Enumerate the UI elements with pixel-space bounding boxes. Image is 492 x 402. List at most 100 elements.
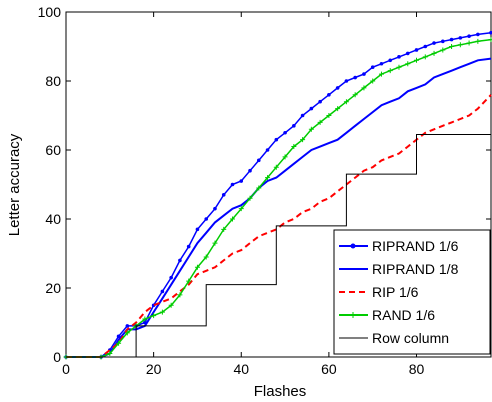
data-point: [169, 275, 173, 280]
x-tick-label: 0: [62, 361, 70, 377]
data-point: [151, 313, 157, 319]
data-point: [317, 119, 323, 125]
data-point: [344, 79, 349, 83]
plot-frame: [65, 11, 492, 358]
y-axis-label: Letter accuracy: [6, 133, 23, 236]
data-point: [291, 144, 297, 150]
data-point: [441, 39, 445, 44]
data-point: [283, 130, 287, 135]
data-point: [423, 44, 428, 49]
data-point: [265, 148, 270, 152]
series-line: [66, 38, 492, 358]
x-axis-label: Flashes: [254, 383, 307, 400]
data-point: [256, 158, 261, 163]
data-point: [370, 78, 376, 84]
x-tick-label: 20: [146, 361, 162, 377]
data-point: [116, 340, 122, 346]
data-point: [300, 137, 306, 143]
y-tick-label: 40: [45, 211, 61, 227]
series-line: [66, 94, 492, 358]
legend-marker: [350, 312, 356, 318]
data-point: [124, 330, 130, 336]
data-point: [353, 75, 357, 80]
data-point: [204, 217, 209, 221]
x-tick-label: 80: [409, 361, 425, 377]
data-point: [125, 324, 130, 328]
data-point: [238, 206, 244, 212]
data-point: [388, 58, 393, 63]
data-point: [274, 137, 279, 142]
legend-label: RAND 1/6: [372, 307, 435, 323]
data-point: [178, 258, 182, 263]
axes: 0 20 40 60 80 0 20 40 60 80 100: [38, 4, 492, 377]
y-tick-label: 20: [45, 280, 61, 296]
data-point: [335, 106, 341, 112]
data-point: [194, 264, 200, 270]
data-point: [488, 37, 492, 43]
data-point: [422, 54, 428, 60]
data-point: [466, 40, 472, 46]
legend-item-riprand-1-6: RIPRAND 1/6: [339, 238, 459, 254]
data-point: [405, 61, 411, 67]
data-point: [142, 316, 148, 322]
data-point: [247, 195, 253, 201]
data-point: [489, 30, 492, 35]
legend-item-rand-1-6: RAND 1/6: [339, 307, 435, 323]
data-point: [318, 99, 322, 104]
data-point: [362, 72, 366, 76]
data-point: [326, 113, 332, 118]
series-line: [66, 134, 491, 358]
data-point: [370, 65, 375, 69]
legend-item-row-column: Row column: [339, 330, 449, 346]
data-point: [159, 309, 165, 315]
legend-marker: [350, 243, 356, 249]
data-point: [335, 86, 340, 90]
data-point: [256, 185, 262, 191]
data-point: [432, 41, 436, 45]
data-point: [397, 55, 401, 59]
series-row-column: [66, 134, 491, 358]
data-point: [378, 71, 384, 77]
series-group: [63, 30, 492, 360]
y-tick-label: 80: [45, 73, 61, 89]
data-point: [248, 168, 252, 173]
data-point: [387, 68, 393, 74]
series-riprand-1-6: [64, 30, 492, 359]
series-rand-1-6: [63, 37, 492, 360]
data-point: [282, 154, 288, 160]
data-point: [308, 126, 314, 132]
data-point: [476, 32, 480, 37]
data-point: [343, 99, 349, 105]
data-point: [265, 175, 271, 181]
data-point: [431, 50, 437, 56]
data-point: [475, 38, 481, 44]
data-point: [273, 164, 279, 170]
data-point: [229, 216, 235, 222]
data-point: [457, 42, 463, 48]
data-point: [160, 289, 165, 294]
data-point: [186, 278, 192, 284]
legend: RIPRAND 1/6 RIPRAND 1/8 RIP 1/6 RAND 1/6 Row…: [333, 229, 491, 355]
data-point: [177, 292, 183, 298]
legend-label: RIPRAND 1/6: [372, 238, 459, 254]
series-rip-1-6: [66, 94, 492, 358]
x-tick-label: 60: [321, 361, 337, 377]
data-point: [203, 254, 209, 260]
series-riprand-1-8: [66, 57, 492, 358]
data-point: [458, 36, 463, 40]
data-point: [440, 47, 446, 53]
legend-item-rip-1-6: RIP 1/6: [339, 284, 419, 300]
series-line: [66, 31, 492, 358]
data-point: [361, 85, 367, 91]
data-point: [414, 48, 419, 52]
data-point: [467, 34, 471, 38]
data-point: [352, 92, 358, 98]
data-point: [213, 206, 217, 211]
legend-label: Row column: [372, 330, 449, 346]
data-point: [449, 44, 455, 49]
data-point: [186, 244, 191, 249]
data-point: [195, 227, 200, 232]
data-point: [221, 193, 226, 197]
legend-label: RIPRAND 1/8: [372, 261, 459, 277]
data-point: [292, 124, 296, 128]
